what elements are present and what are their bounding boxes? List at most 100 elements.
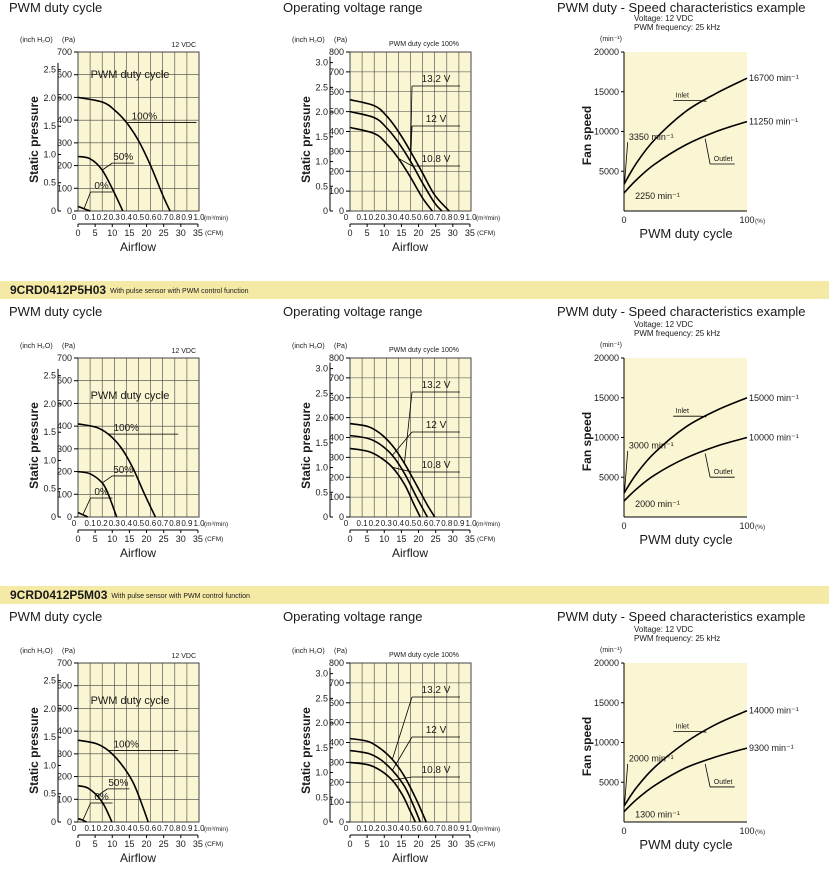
x-tick-label: 0.3 bbox=[109, 824, 121, 833]
x-tick-label: 0.4 bbox=[393, 213, 405, 222]
series-label: 0% bbox=[94, 487, 109, 498]
x-axis-title: Airflow bbox=[120, 240, 156, 254]
y-tick-label: 400 bbox=[57, 115, 72, 125]
series-line bbox=[349, 434, 429, 518]
speed-panel-title: PWM duty - Speed characteristics example bbox=[557, 0, 806, 15]
x-tick-label: 0.5 bbox=[133, 213, 145, 222]
x-unit: (m³/min) bbox=[476, 215, 500, 222]
x-tick-label: 0.6 bbox=[417, 519, 429, 528]
inch-tick-label: 1.0 bbox=[315, 157, 328, 167]
y-tick-label: 20000 bbox=[594, 47, 619, 57]
leader-line bbox=[398, 157, 413, 167]
x-tick-label: 0.6 bbox=[417, 213, 429, 222]
y-tick-label: 300 bbox=[329, 146, 344, 156]
cfm-tick-label: 30 bbox=[176, 228, 186, 238]
model-code: 9CRD0412P5M03 bbox=[10, 588, 108, 602]
y-tick-label: 15000 bbox=[594, 698, 619, 708]
cfm-tick-label: 20 bbox=[414, 228, 424, 238]
cfm-tick-label: 20 bbox=[414, 839, 424, 849]
cfm-tick-label: 15 bbox=[124, 839, 134, 849]
x-tick-label: 0.8 bbox=[169, 213, 181, 222]
leader-line bbox=[410, 125, 413, 162]
series-line bbox=[623, 436, 748, 502]
x-tick-label: 0.8 bbox=[169, 519, 181, 528]
y-tick-label: 20000 bbox=[594, 353, 619, 363]
x-unit: (m³/min) bbox=[204, 826, 228, 833]
condition-label: PWM duty cycle 100% bbox=[389, 347, 459, 354]
cfm-tick-label: 25 bbox=[431, 534, 441, 544]
plot-area bbox=[624, 358, 747, 517]
series-label: 12 V bbox=[426, 114, 447, 125]
cfm-tick-label: 5 bbox=[93, 839, 98, 849]
inch-tick-label: 0 bbox=[323, 817, 328, 827]
inlet-start-label: 3000 min⁻¹ bbox=[629, 441, 674, 451]
y-tick-label: 500 bbox=[329, 107, 344, 117]
inlet-label: Inlet bbox=[676, 93, 689, 100]
x-tick-label: 0.2 bbox=[97, 824, 109, 833]
y-tick-label: 0 bbox=[339, 206, 344, 216]
inch-tick-label: 2.0 bbox=[315, 107, 328, 117]
condition-label: 12 VDC bbox=[171, 653, 196, 660]
inlet-end-label: 14000 min⁻¹ bbox=[749, 706, 799, 716]
cfm-tick-label: 25 bbox=[159, 534, 169, 544]
y-unit: (min⁻¹) bbox=[600, 36, 622, 43]
voltage-note: Voltage: 12 VDC bbox=[634, 625, 693, 634]
series-label: 100% bbox=[113, 423, 139, 434]
voltage-panel-title: Operating voltage range bbox=[283, 304, 423, 319]
x-tick-label: 0.6 bbox=[145, 824, 157, 833]
x-tick-label: 0.1 bbox=[357, 519, 369, 528]
x-tick-label: 0.8 bbox=[169, 824, 181, 833]
x-unit: (m³/min) bbox=[204, 521, 228, 528]
leader-line bbox=[704, 453, 711, 478]
y-tick-label: 5000 bbox=[599, 166, 619, 176]
x-axis-title: Airflow bbox=[392, 546, 428, 560]
x-tick-label: 0.7 bbox=[157, 213, 169, 222]
inch-tick-label: 1.5 bbox=[315, 132, 328, 142]
inch-tick-label: 1.5 bbox=[43, 427, 56, 437]
cfm-unit: (CFM) bbox=[477, 841, 495, 848]
inch-tick-label: 0 bbox=[51, 817, 56, 827]
model-note: With pulse sensor with PWM control funct… bbox=[110, 288, 249, 295]
x-unit: (%) bbox=[755, 524, 765, 531]
inch-tick-label: 0.5 bbox=[43, 178, 56, 188]
x-tick-label: 1.0 bbox=[193, 519, 205, 528]
series-line bbox=[623, 709, 748, 807]
y-tick-label: 10000 bbox=[594, 127, 619, 137]
x-tick-label: 0.1 bbox=[85, 824, 97, 833]
inlet-end-label: 15000 min⁻¹ bbox=[749, 393, 799, 403]
leader-line bbox=[392, 466, 413, 473]
x-tick-label: 0.7 bbox=[429, 519, 441, 528]
cfm-tick-label: 35 bbox=[465, 228, 475, 238]
series-line bbox=[349, 98, 450, 212]
y-tick-label: 600 bbox=[329, 87, 344, 97]
cfm-tick-label: 25 bbox=[431, 839, 441, 849]
y-tick-label: 700 bbox=[57, 658, 72, 668]
cfm-tick-label: 30 bbox=[176, 534, 186, 544]
inch-tick-label: 1.5 bbox=[315, 438, 328, 448]
cfm-tick-label: 30 bbox=[448, 228, 458, 238]
leader-line bbox=[704, 138, 711, 165]
model-code: 9CRD0412P5H03 bbox=[10, 283, 107, 297]
x-tick-label: 0.9 bbox=[181, 213, 193, 222]
y-tick-label: 600 bbox=[329, 698, 344, 708]
y-tick-label: 300 bbox=[329, 452, 344, 462]
x-tick-label: 0.7 bbox=[429, 824, 441, 833]
series-label: 12 V bbox=[426, 725, 447, 736]
cfm-tick-label: 30 bbox=[176, 839, 186, 849]
series-label: 50% bbox=[108, 778, 128, 789]
voltage-panel-title: Operating voltage range bbox=[283, 0, 423, 15]
x-tick-label: 0.3 bbox=[109, 213, 121, 222]
x-tick-label: 0.6 bbox=[417, 824, 429, 833]
x-tick-label: 0 bbox=[621, 826, 626, 836]
x-tick-label: 1.0 bbox=[193, 213, 205, 222]
leader-line bbox=[700, 731, 707, 733]
condition-label: PWM duty cycle 100% bbox=[389, 652, 459, 659]
x-tick-label: 0.7 bbox=[157, 519, 169, 528]
cfm-tick-label: 15 bbox=[124, 228, 134, 238]
model-band: 9CRD0412P5M03 With pulse sensor with PWM … bbox=[0, 586, 829, 604]
inch-tick-label: 0.5 bbox=[315, 181, 328, 191]
condition-label: PWM duty cycle 100% bbox=[389, 41, 459, 48]
cfm-tick-label: 20 bbox=[142, 534, 152, 544]
series-line bbox=[349, 422, 436, 518]
cfm-tick-label: 15 bbox=[396, 534, 406, 544]
